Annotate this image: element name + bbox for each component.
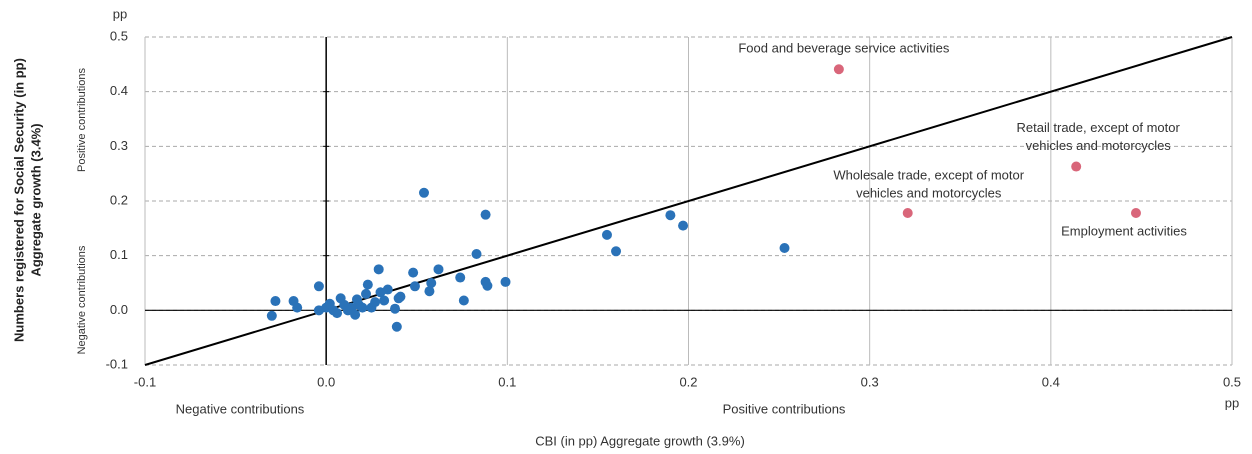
data-point xyxy=(370,297,381,308)
point-label: vehicles and motorcycles xyxy=(856,185,1002,200)
data-point xyxy=(611,246,622,257)
x-tick-label: 0.4 xyxy=(1042,374,1060,389)
data-point xyxy=(390,303,401,314)
x-axis-title: CBI (in pp) Aggregate growth (3.9%) xyxy=(535,433,745,448)
data-point xyxy=(1071,161,1082,172)
y-unit: pp xyxy=(113,6,127,21)
y-axis-title: Aggregate growth (3.4%) xyxy=(28,123,43,276)
y-tick-label: -0.1 xyxy=(106,356,128,371)
data-point xyxy=(665,210,676,221)
point-label: Food and beverage service activities xyxy=(738,41,950,56)
y-annotation: Positive contributions xyxy=(76,68,88,172)
data-point xyxy=(409,281,420,292)
data-point xyxy=(1130,208,1141,219)
data-point xyxy=(362,279,373,290)
y-tick-label: 0.5 xyxy=(110,28,128,43)
data-point xyxy=(433,264,444,275)
data-point xyxy=(833,64,844,75)
data-point xyxy=(357,302,368,313)
y-annotation: Negative contributions xyxy=(76,245,88,354)
data-point xyxy=(395,291,406,302)
x-annotation: Positive contributions xyxy=(723,401,846,416)
y-tick-label: 0.2 xyxy=(110,192,128,207)
x-tick-label: 0.1 xyxy=(498,374,516,389)
data-point xyxy=(482,280,493,291)
x-tick-label: 0.0 xyxy=(317,374,335,389)
data-point xyxy=(424,286,435,297)
data-point xyxy=(382,284,393,295)
data-point xyxy=(313,281,324,292)
data-point xyxy=(779,243,790,254)
y-tick-label: 0.1 xyxy=(110,247,128,262)
y-tick-label: 0.3 xyxy=(110,138,128,153)
data-point xyxy=(455,272,466,283)
x-tick-label: 0.3 xyxy=(861,374,879,389)
x-tick-label: 0.5 xyxy=(1223,374,1241,389)
data-point xyxy=(471,249,482,260)
data-point xyxy=(292,302,303,313)
data-point xyxy=(270,296,281,307)
x-tick-label: -0.1 xyxy=(134,374,156,389)
data-point xyxy=(902,208,913,219)
data-point xyxy=(379,295,390,306)
point-label: Employment activities xyxy=(1061,223,1187,238)
data-point xyxy=(350,309,361,320)
data-point xyxy=(480,209,491,220)
data-point xyxy=(408,267,419,278)
data-point xyxy=(391,321,402,332)
y-tick-label: 0.4 xyxy=(110,83,128,98)
data-point xyxy=(332,308,343,319)
data-point xyxy=(418,187,429,198)
x-unit: pp xyxy=(1225,395,1239,410)
data-point xyxy=(678,220,689,231)
point-label: Wholesale trade, except of motor xyxy=(833,167,1024,182)
data-point xyxy=(458,295,469,306)
point-label: vehicles and motorcycles xyxy=(1026,138,1172,153)
x-tick-label: 0.2 xyxy=(679,374,697,389)
data-point xyxy=(266,310,277,321)
point-label: Retail trade, except of motor xyxy=(1017,120,1181,135)
y-tick-label: 0.0 xyxy=(110,302,128,317)
data-point xyxy=(500,276,511,287)
data-point xyxy=(601,229,612,240)
data-point xyxy=(361,288,372,299)
data-point xyxy=(426,278,437,288)
x-annotation: Negative contributions xyxy=(176,401,305,416)
y-axis-title: Numbers registered for Social Security (… xyxy=(11,58,26,342)
data-point xyxy=(373,264,384,275)
